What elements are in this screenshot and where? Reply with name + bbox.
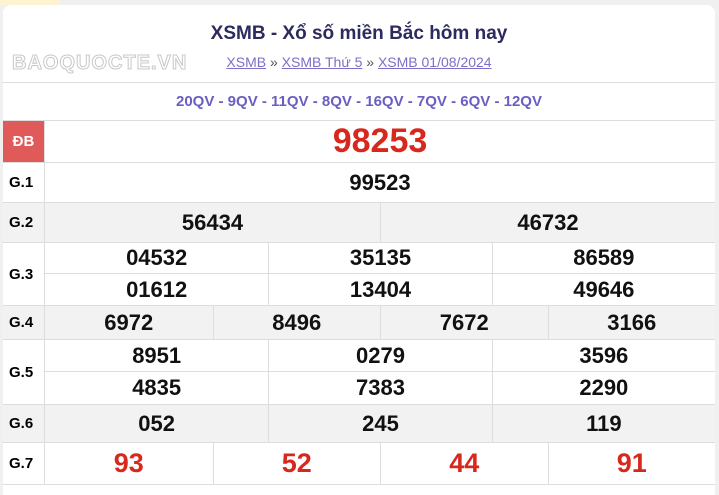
results-card: XSMB - Xổ số miền Bắc hôm nay XSMB » XSM…: [3, 5, 715, 495]
breadcrumb-sep: »: [269, 54, 278, 70]
prize-number: 86589: [491, 243, 715, 274]
prize-number: 052: [138, 410, 176, 436]
prize-number: 13404: [268, 274, 491, 305]
prize-number: 8951: [45, 340, 269, 372]
prize-number: 98253: [332, 122, 428, 160]
breadcrumb-sep: »: [366, 54, 375, 70]
prize-label: G.3: [3, 243, 45, 305]
prize-row: G.2 56434 46732: [3, 203, 715, 243]
prize-number: 46732: [380, 203, 715, 242]
prize-number: 44: [380, 443, 548, 484]
prize-number: 93: [113, 448, 144, 478]
page-title: XSMB - Xổ số miền Bắc hôm nay: [210, 23, 508, 44]
watermark: BAOQUOCTE.VN: [11, 52, 188, 75]
prize-number: 52: [212, 443, 381, 484]
prize-number: 56434: [181, 209, 244, 235]
prize-number: 49646: [491, 274, 715, 305]
breadcrumb-date[interactable]: XSMB 01/08/2024: [377, 54, 492, 70]
prize-number: 01612: [126, 276, 188, 302]
prize-number: 04532: [45, 243, 269, 274]
prize-row: G.6 052 245 119: [3, 405, 715, 443]
header: XSMB - Xổ số miền Bắc hôm nay XSMB » XSM…: [3, 5, 715, 83]
prize-label: G.7: [3, 443, 45, 484]
prize-row: ĐB 98253: [3, 121, 715, 163]
prize-row: G.3 04532 35135 86589 01612 13404 49646: [3, 243, 715, 306]
prize-row: G.7 93 52 44 91: [3, 443, 715, 485]
prize-number: 3166: [547, 306, 716, 339]
prize-label: G.5: [3, 340, 45, 404]
prize-number: 245: [268, 405, 491, 442]
prize-number: 99523: [349, 169, 411, 195]
prize-label: ĐB: [3, 121, 45, 162]
prize-label: G.1: [3, 163, 45, 202]
prize-number: 7672: [380, 306, 548, 339]
prize-number: 4835: [132, 375, 182, 400]
prize-number: 6972: [104, 309, 154, 335]
prize-label: G.2: [3, 203, 45, 242]
prize-number: 3596: [491, 340, 715, 372]
prize-number: 8496: [212, 306, 381, 339]
prize-row: G.4 6972 8496 7672 3166: [3, 306, 715, 340]
prize-number: 119: [491, 405, 715, 442]
prize-label: G.6: [3, 405, 45, 442]
prize-number: 7383: [268, 372, 491, 404]
prize-label: G.4: [3, 306, 45, 339]
prize-row: G.1 99523: [3, 163, 715, 203]
top-strip: [0, 0, 60, 5]
breadcrumb: XSMB » XSMB Thứ 5 » XSMB 01/08/2024: [3, 54, 715, 70]
prize-row: G.5 8951 0279 3596 4835 7383 2290: [3, 340, 715, 405]
prize-number: 2290: [491, 372, 715, 404]
prize-number: 0279: [268, 340, 492, 372]
breadcrumb-thu5[interactable]: XSMB Thứ 5: [281, 54, 363, 70]
prize-number: 91: [547, 443, 716, 484]
breadcrumb-xsmb[interactable]: XSMB: [226, 54, 267, 70]
prize-number: 35135: [268, 243, 492, 274]
ticket-codes: 20QV - 9QV - 11QV - 8QV - 16QV - 7QV - 6…: [3, 83, 715, 121]
